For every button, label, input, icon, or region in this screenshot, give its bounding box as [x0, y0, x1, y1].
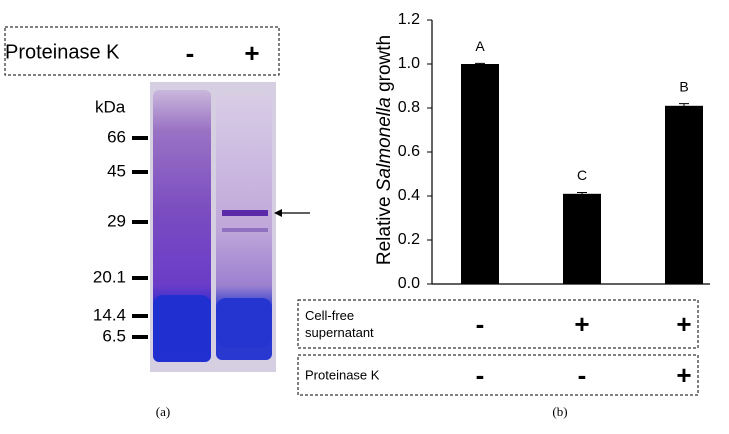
marker-label: 20.1: [93, 267, 126, 286]
marker-tick: [132, 276, 148, 280]
marker-tick: [132, 136, 148, 140]
y-tick-label: 0.8: [398, 99, 420, 116]
gel-lane: [216, 95, 272, 360]
lane-sign: -: [186, 38, 195, 68]
marker-tick: [132, 220, 148, 224]
condition-sign: -: [578, 360, 587, 390]
marker-tick: [132, 335, 148, 339]
y-tick-label: 0.2: [398, 231, 420, 248]
y-tick-label: 0.0: [398, 275, 420, 292]
condition-label: supernatant: [305, 325, 374, 340]
bar-annotation: C: [577, 167, 587, 183]
condition-label: Proteinase K: [305, 367, 380, 382]
y-axis-label: Relative Salmonella growth: [374, 35, 395, 265]
unit-label: kDa: [95, 97, 126, 116]
y-axis-label-part: Relative: [374, 196, 395, 265]
panel-label: (b): [552, 404, 567, 419]
arrow-head: [274, 209, 282, 217]
marker-tick: [132, 314, 148, 318]
bar: [665, 105, 703, 284]
condition-label: Cell-free: [305, 308, 354, 323]
bar-annotation: B: [679, 78, 688, 94]
error-bar: [475, 62, 485, 65]
panel-label: (a): [156, 404, 170, 419]
marker-label: 45: [107, 161, 126, 180]
condition-sign: -: [476, 360, 485, 390]
condition-sign: +: [676, 360, 691, 390]
condition-sign: +: [676, 309, 691, 339]
bar: [461, 64, 499, 284]
gel-lane: [153, 90, 211, 362]
gel-band: [153, 295, 211, 350]
marker-label: 14.4: [93, 305, 126, 324]
condition-box: [297, 299, 699, 349]
gel-band: [222, 228, 268, 232]
marker-label: 66: [107, 127, 126, 146]
header-label: Proteinase K: [5, 41, 120, 63]
bar: [563, 193, 601, 284]
condition-box: [297, 354, 699, 396]
y-tick-label: 0.4: [398, 187, 420, 204]
marker-tick: [132, 170, 148, 174]
lane-sign: +: [244, 38, 259, 68]
y-tick-label: 0.6: [398, 143, 420, 160]
error-bar: [679, 103, 689, 108]
gel-band: [222, 210, 268, 216]
marker-label: 6.5: [102, 326, 126, 345]
gel-band: [216, 298, 272, 348]
y-tick-label: 1.2: [398, 11, 420, 28]
error-bar: [577, 191, 587, 196]
y-tick-label: 1.0: [398, 55, 420, 72]
condition-sign: -: [476, 309, 485, 339]
condition-sign: +: [574, 309, 589, 339]
marker-label: 29: [107, 211, 126, 230]
y-axis-label-part: Salmonella: [374, 97, 395, 191]
y-axis-label-part: growth: [374, 35, 395, 92]
bar-annotation: A: [475, 38, 485, 54]
header-box: [4, 26, 280, 76]
